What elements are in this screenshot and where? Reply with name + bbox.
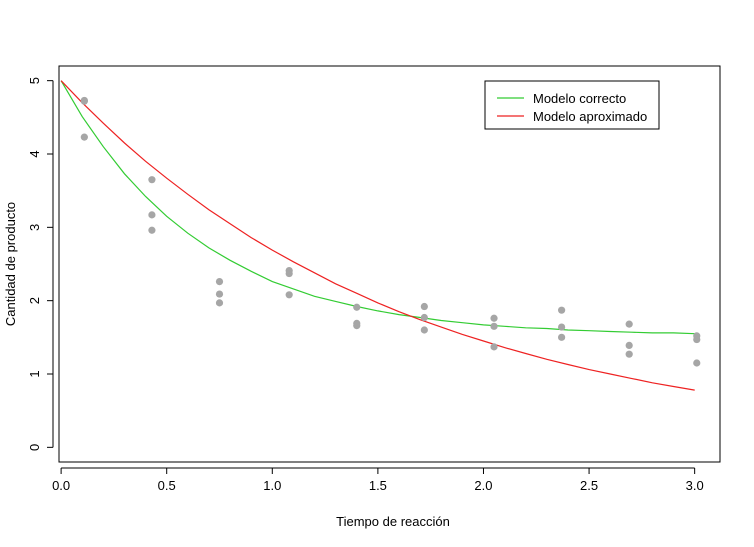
data-point [215, 278, 224, 286]
data-point [558, 323, 566, 331]
series-line-modelo-correcto [60, 80, 695, 335]
x-axis-label: Tiempo de reacción [336, 514, 450, 529]
x-tick-label: 1.5 [369, 478, 387, 493]
data-point [353, 303, 361, 311]
data-point [80, 133, 88, 141]
data-point [558, 306, 566, 314]
data-point [420, 326, 428, 334]
y-tick-label: 4 [27, 150, 42, 157]
data-point [490, 343, 498, 351]
data-point [693, 359, 701, 367]
x-tick-label: 1.0 [263, 478, 281, 493]
x-tick-label: 0.5 [158, 478, 176, 493]
data-point [420, 313, 428, 322]
data-point [693, 335, 701, 344]
data-point [215, 290, 224, 298]
plot-frame [58, 65, 721, 463]
y-tick-label: 0 [27, 444, 42, 451]
data-point [353, 322, 361, 330]
data-point [490, 322, 498, 330]
data-point [148, 226, 156, 234]
data-point [420, 302, 428, 311]
data-point [490, 314, 498, 322]
data-points [80, 96, 701, 367]
x-tick-label: 0.0 [52, 478, 70, 493]
series-line-modelo-aproximado [60, 80, 695, 391]
x-tick-label: 2.0 [474, 478, 492, 493]
model-curves [60, 80, 695, 391]
legend: Modelo correcto Modelo aproximado [484, 80, 660, 130]
data-point [625, 341, 633, 349]
data-point [625, 320, 633, 328]
x-axis: 0.0 0.5 1.0 1.5 2.0 2.5 3.0 [52, 467, 704, 493]
y-tick-label: 1 [27, 370, 42, 377]
data-point [285, 291, 293, 299]
legend-label-modelo-aproximado: Modelo aproximado [533, 109, 647, 124]
x-tick-label: 2.5 [580, 478, 598, 493]
legend-box [484, 80, 660, 130]
y-axis: 0 1 2 3 4 5 [27, 77, 54, 451]
data-point [215, 299, 224, 307]
data-point [285, 269, 293, 278]
x-tick-label: 3.0 [686, 478, 704, 493]
y-axis-label: Cantidad de producto [3, 202, 18, 326]
data-point [558, 333, 566, 341]
data-point [625, 350, 633, 358]
legend-label-modelo-correcto: Modelo correcto [533, 91, 626, 106]
data-point [80, 97, 88, 105]
data-point [148, 176, 156, 184]
y-tick-label: 3 [27, 224, 42, 231]
data-point [148, 211, 156, 219]
y-tick-label: 2 [27, 297, 42, 304]
y-tick-label: 5 [27, 77, 42, 84]
